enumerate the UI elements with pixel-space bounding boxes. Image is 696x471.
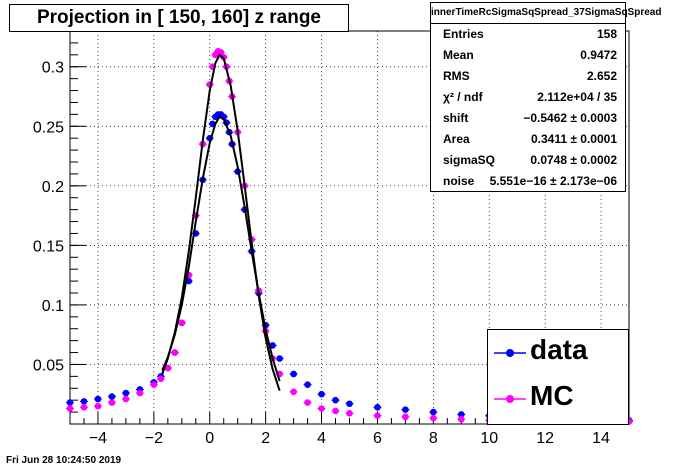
data-point-data	[276, 355, 283, 362]
data-point-MC	[164, 364, 172, 372]
legend-box: data MC	[487, 329, 629, 425]
stats-value: −0.5462 ± 0.0003	[523, 111, 617, 125]
stats-label: Entries	[443, 27, 484, 41]
data-point-data	[269, 342, 276, 349]
y-tick-label: 0.3	[42, 60, 64, 77]
data-point-data	[290, 370, 297, 378]
data-point-MC	[178, 319, 186, 327]
stats-label: sigmaSQ	[443, 153, 496, 167]
y-tick-label: 0.1	[42, 298, 64, 315]
data-point-data	[346, 400, 353, 408]
data-point-MC	[430, 414, 437, 422]
data-point-data	[304, 381, 311, 389]
data-point-MC	[136, 389, 144, 397]
y-tick-label: 0.25	[33, 119, 64, 136]
stats-value: 158	[596, 27, 617, 41]
y-tick-label: 0.15	[33, 238, 64, 255]
x-tick-label: 2	[261, 430, 270, 447]
data-point-MC	[290, 388, 297, 396]
x-tick-label: 0	[205, 430, 214, 447]
data-point-data	[332, 396, 339, 404]
data-point-data	[458, 411, 465, 418]
data-point-MC	[318, 405, 325, 412]
x-tick-label: 10	[480, 430, 498, 447]
stats-value: 2.652	[586, 69, 617, 83]
data-point-data	[374, 404, 381, 411]
data-point-data	[402, 406, 409, 414]
stats-label: χ² / ndf	[443, 90, 483, 104]
stats-value: 5.551e−16 ± 2.173e−06	[489, 174, 617, 188]
fit-curve	[161, 53, 281, 391]
data-point-MC	[108, 399, 116, 406]
legend-label: MC	[530, 380, 574, 411]
data-point-MC	[80, 404, 88, 411]
x-tick-label: −2	[145, 430, 163, 447]
legend-label: data	[530, 334, 588, 365]
stats-box: innerTimeRcSigmaSqSpread_37SigmaSqSpread…	[430, 2, 661, 193]
data-point-MC	[94, 402, 102, 410]
data-point-data	[66, 399, 74, 406]
legend-marker-icon	[494, 395, 526, 403]
legend-entry-data: data	[488, 330, 628, 376]
stats-row: Area 0.3411 ± 0.0001	[431, 130, 625, 151]
data-point-MC	[157, 375, 165, 383]
data-point-data	[108, 393, 116, 400]
chart-title: Projection in [ 150, 160] z range	[36, 7, 322, 28]
y-tick-label: 0.05	[33, 357, 64, 374]
stats-name: innerTimeRcSigmaSqSpread_37SigmaSqSpread	[431, 3, 661, 24]
fit-layer	[161, 53, 281, 391]
stats-value: 0.0748 ± 0.0002	[530, 153, 617, 167]
data-point-MC	[122, 395, 130, 403]
data-point-data	[122, 389, 130, 397]
data-point-MC	[374, 412, 381, 419]
stats-value: 0.3411 ± 0.0001	[531, 132, 617, 146]
stats-row: RMS 2.652	[431, 67, 625, 88]
x-tick-label: 8	[429, 430, 438, 447]
data-point-MC	[332, 407, 339, 415]
x-tick-label: 14	[592, 430, 610, 447]
legend-marker-icon	[494, 349, 526, 357]
stats-row: Mean 0.9472	[431, 46, 625, 67]
stats-row: χ² / ndf 2.112e+04 / 35	[431, 88, 625, 109]
stats-value: 0.9472	[580, 48, 617, 62]
data-point-MC	[66, 405, 74, 412]
data-point-MC	[402, 413, 409, 421]
data-point-MC	[346, 409, 353, 417]
x-tick-label: 4	[317, 430, 326, 447]
data-point-data	[80, 398, 88, 405]
stats-label: Mean	[443, 48, 474, 62]
stats-row: shift −0.5462 ± 0.0003	[431, 109, 625, 130]
timestamp: Fri Jun 28 10:24:50 2019	[6, 455, 122, 466]
stats-label: shift	[443, 111, 469, 125]
chart-title-box: Projection in [ 150, 160] z range	[9, 4, 349, 32]
data-point-MC	[171, 349, 179, 356]
stats-label: noise	[443, 174, 475, 188]
stats-row: noise 5.551e−16 ± 2.173e−06	[431, 172, 625, 193]
data-point-data	[430, 408, 437, 416]
y-tick-label: 0.2	[42, 179, 64, 196]
data-point-MC	[150, 381, 158, 389]
legend-entry-MC: MC	[488, 376, 628, 422]
x-tick-label: 12	[536, 430, 554, 447]
stats-label: Area	[443, 132, 470, 146]
stats-row: Entries 158	[431, 25, 625, 46]
data-point-MC	[304, 399, 311, 406]
stats-value: 2.112e+04 / 35	[537, 90, 617, 104]
x-tick-label: 6	[373, 430, 382, 447]
data-point-MC	[458, 415, 465, 423]
grid-lines	[70, 31, 629, 424]
data-point-data	[94, 395, 102, 403]
stats-label: RMS	[443, 69, 470, 83]
x-tick-label: −4	[89, 430, 107, 447]
data-point-data	[318, 390, 325, 398]
stats-row: sigmaSQ 0.0748 ± 0.0002	[431, 151, 625, 172]
